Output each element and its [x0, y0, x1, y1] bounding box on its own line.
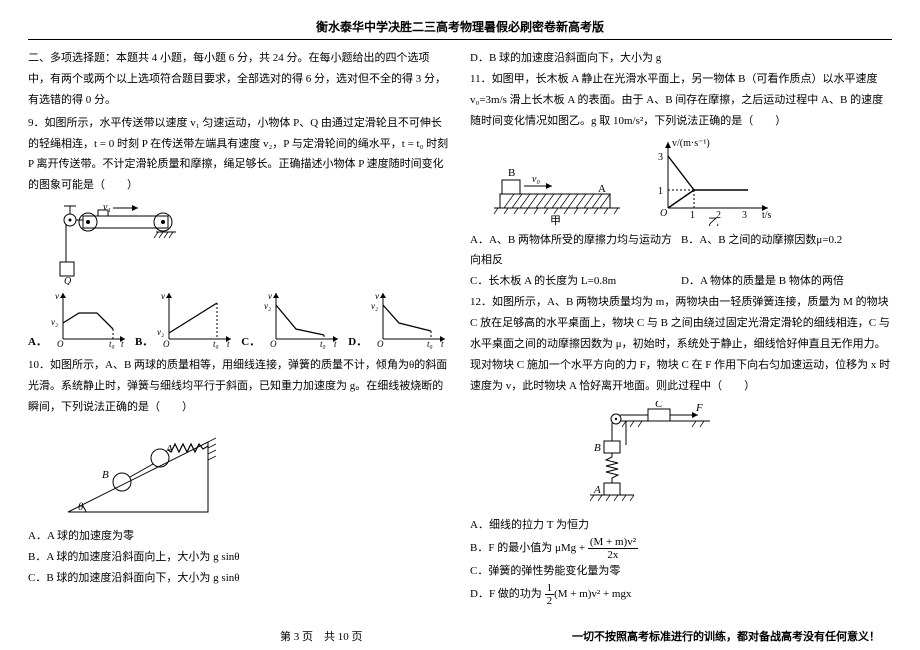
q10-opt-c: C．B 球的加速度沿斜面向下，大小为 g sinθ	[28, 568, 450, 589]
q11-opt-d: D．A 物体的质量是 B 物体的两倍	[681, 271, 892, 292]
header-divider	[28, 39, 892, 40]
svg-text:θ: θ	[78, 501, 84, 513]
q11-fig-cap1: 甲	[550, 215, 561, 226]
q10-opt-b: B．A 球的加速度沿斜面向上，大小为 g sinθ	[28, 547, 450, 568]
q11-opt-c: C．长木板 A 的长度为 L=0.8m	[470, 271, 681, 292]
doc-title: 衡水泰华中学决胜二三高考物理暑假必刷密卷新高考版	[316, 20, 604, 34]
svg-text:t₀: t₀	[320, 339, 326, 349]
svg-text:O: O	[660, 208, 667, 219]
q12-figure: C F B A	[570, 401, 892, 511]
svg-text:C: C	[655, 401, 663, 410]
footer-note: 一切不按照高考标准进行的训练，都对备战高考没有任何意义！	[572, 628, 880, 644]
q9-opt-c: C．	[241, 333, 260, 349]
svg-text:B: B	[594, 442, 601, 454]
svg-text:O: O	[163, 339, 170, 349]
svg-text:O: O	[57, 339, 64, 349]
svg-text:v₂: v₂	[51, 317, 58, 327]
q10-stem: 10．如图所示，A、B 两球的质量相等，用细线连接，弹簧的质量不计，倾角为θ的斜…	[28, 355, 450, 418]
q9-opt-d: D．	[348, 333, 367, 349]
q12-opt-a: A．细线的拉力 T 为恒力	[470, 515, 892, 536]
q11-options: A．A、B 两物体所受的摩擦力均与运动方向相反 B．A、B 之间的动摩擦因数μ=…	[470, 230, 892, 272]
svg-text:1: 1	[658, 186, 663, 197]
page-footer: 第 3 页 共 10 页 一切不按照高考标准进行的训练，都对备战高考没有任何意义…	[0, 628, 920, 644]
vt-ylabel: v/(m·s⁻¹)	[672, 138, 710, 149]
svg-text:v: v	[375, 291, 379, 301]
svg-text:t₀: t₀	[213, 339, 219, 349]
svg-text:v₂: v₂	[264, 301, 271, 311]
q12-opt-c: C．弹簧的弹性势能变化量为零	[470, 561, 892, 582]
svg-text:B: B	[102, 469, 109, 481]
svg-text:O: O	[377, 339, 384, 349]
svg-text:v₁: v₁	[103, 202, 111, 213]
q9-options-row: A． v O t v₂ t₀ B． v	[28, 289, 450, 349]
q12-stem: 12．如图所示，A、B 两物块质量均为 m，两物块由一轻质弹簧连接，质量为 M …	[470, 292, 892, 396]
left-column: 二、多项选择题：本题共 4 小题，每小题 6 分，共 24 分。在每小题给出的四…	[28, 48, 450, 607]
svg-text:t₀: t₀	[109, 339, 115, 349]
svg-text:A: A	[593, 484, 601, 496]
svg-text:v₂: v₂	[371, 301, 378, 311]
svg-text:v₀: v₀	[532, 174, 540, 185]
q9-stem: 9．如图所示，水平传送带以速度 v₁ 匀速运动，小物体 P、Q 由通过定滑轮且不…	[28, 113, 450, 197]
section-instruction: 二、多项选择题：本题共 4 小题，每小题 6 分，共 24 分。在每小题给出的四…	[28, 48, 450, 111]
svg-text:t: t	[121, 339, 124, 349]
q10-opt-d: D．B 球的加速度沿斜面向下，大小为 g	[470, 48, 892, 69]
q11-stem: 11．如图甲，长木板 A 静止在光滑水平面上，另一物体 B（可看作质点）以水平速…	[470, 69, 892, 132]
vt-xlabel: t/s	[762, 210, 772, 221]
svg-text:t: t	[227, 339, 230, 349]
svg-text:3: 3	[742, 210, 747, 221]
svg-text:Q: Q	[64, 276, 72, 285]
q11-figures: A B v₀	[490, 136, 892, 226]
q11-opt-b: B．A、B 之间的动摩擦因数μ=0.2	[681, 230, 892, 251]
svg-text:v: v	[268, 291, 272, 301]
footer-page: 第 3 页 共 10 页	[280, 628, 363, 644]
svg-text:1: 1	[690, 210, 695, 221]
svg-text:v: v	[55, 291, 59, 301]
q11-fig-cap2: 乙	[708, 216, 719, 226]
q9-opt-a: A．	[28, 333, 47, 349]
svg-text:B: B	[508, 167, 515, 179]
svg-text:t: t	[441, 339, 444, 349]
svg-text:F: F	[695, 402, 703, 414]
svg-text:3: 3	[658, 152, 663, 163]
right-column: D．B 球的加速度沿斜面向下，大小为 g 11．如图甲，长木板 A 静止在光滑水…	[470, 48, 892, 607]
q9-opt-b: B．	[135, 333, 153, 349]
q11-opt-a: A．A、B 两物体所受的摩擦力均与运动方向相反	[470, 230, 681, 272]
svg-text:v₂: v₂	[157, 327, 164, 337]
svg-text:t₀: t₀	[427, 339, 433, 349]
q12-opt-b: B．F 的最小值为 μMg + (M + m)v² 2x	[470, 536, 892, 561]
svg-text:A: A	[165, 443, 173, 455]
svg-text:O: O	[270, 339, 277, 349]
q9-figure: v₁ Q	[58, 200, 450, 285]
q10-figure: θ A B	[58, 422, 450, 522]
q10-opt-a: A．A 球的加速度为零	[28, 526, 450, 547]
svg-text:A: A	[598, 183, 606, 195]
svg-text:t: t	[334, 339, 337, 349]
q12-opt-d: D．F 做的功为 1 2 (M + m)v² + mgx	[470, 582, 892, 607]
svg-text:v: v	[161, 291, 165, 301]
